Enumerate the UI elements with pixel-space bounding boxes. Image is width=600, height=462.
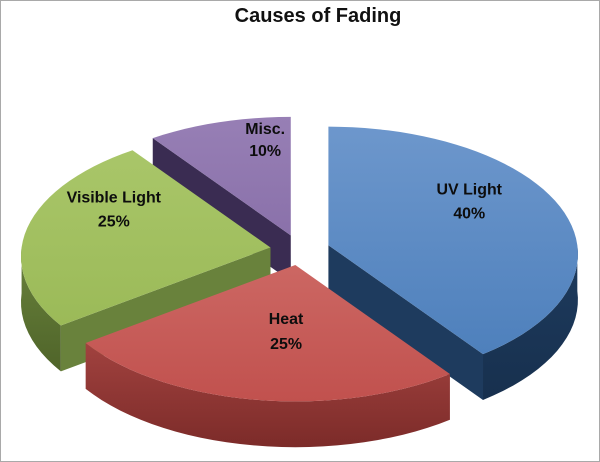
slice-label-heat: Heat [269,311,304,328]
slice-pct-uv-light: 40% [453,206,485,223]
slice-label-visible-light: Visible Light [67,190,162,207]
slice-pct-heat: 25% [270,336,302,353]
pie-slice-visible-light-top [21,150,271,326]
slice-label-misc: Misc. [245,121,285,138]
pie-slice-uv-light-rim [483,245,578,400]
pie-slice-misc-top [152,116,291,236]
slice-pct-misc: 10% [249,143,281,160]
pie-slice-heat [85,265,450,448]
pie-slice-heat-top [85,265,450,402]
pie-slice-uv-light [328,126,578,400]
pie-slice-uv-light-top [328,126,578,355]
pie-slice-heat-rim [85,343,450,448]
slice-label-uv-light: UV Light [437,182,503,199]
slice-pct-visible-light: 25% [98,214,130,231]
pie-slice-visible-light-rim [21,247,61,372]
chart-title: Causes of Fading [234,5,402,27]
pie-slice-uv-light-cut-face [328,245,484,400]
